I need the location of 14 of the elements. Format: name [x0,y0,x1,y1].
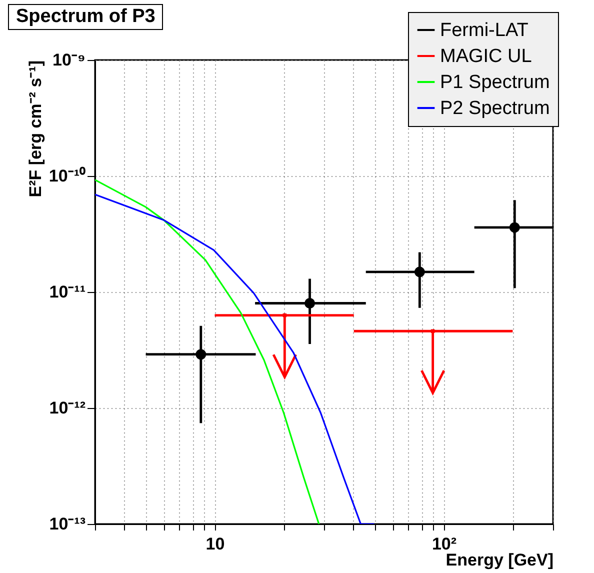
legend-label: Fermi-LAT [440,20,529,41]
legend-label: P1 Spectrum [440,72,550,93]
x-tick-label: 10² [432,534,457,554]
x-axis-title: Energy [GeV] [446,550,554,570]
y-tick-label: 10⁻¹² [49,398,86,418]
y-tick-label: 10⁻¹¹ [49,282,86,302]
legend-label: P2 Spectrum [440,98,550,119]
y-tick-label: 10⁻¹⁰ [48,166,86,186]
y-axis-title: E²F [erg cm⁻² s⁻¹] [26,60,45,198]
x-tick-label: 10 [206,534,225,554]
legend-label: MAGIC UL [440,46,532,67]
y-tick-label: 10⁻¹³ [49,514,86,534]
chart-title: Spectrum of P3 [8,4,164,30]
y-tick-label: 10⁻⁹ [52,50,86,70]
